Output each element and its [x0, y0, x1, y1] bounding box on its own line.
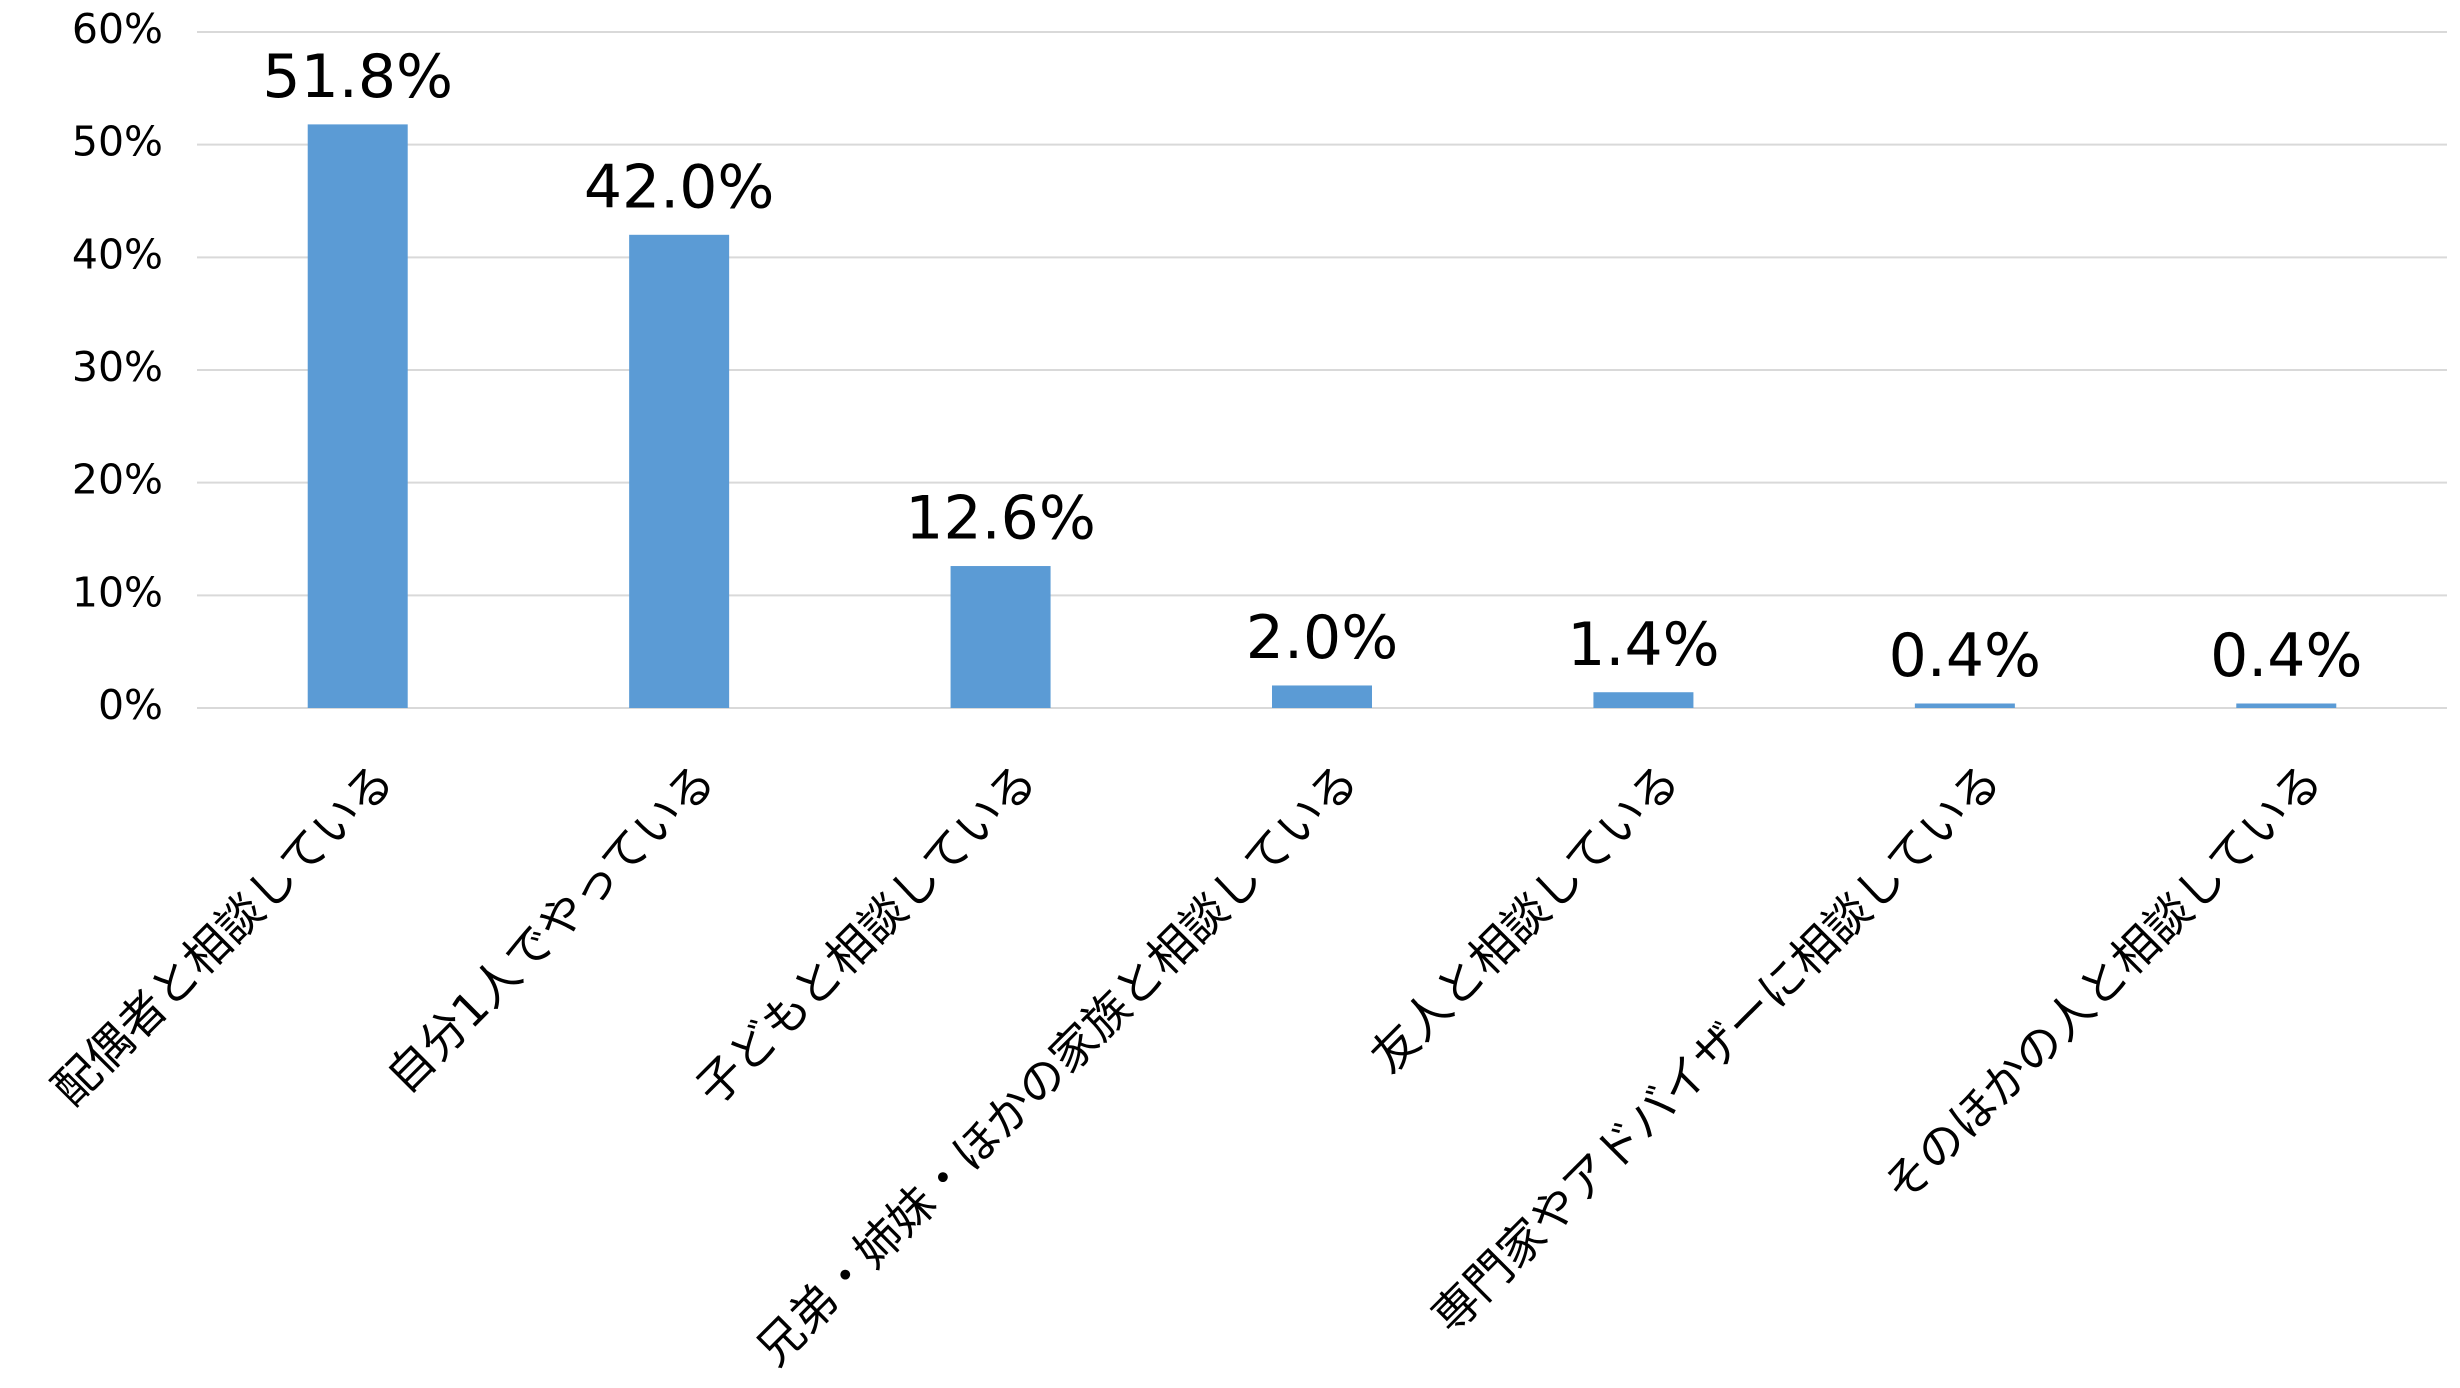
x-tick-label: 配偶者と相談している: [42, 753, 404, 1115]
bar: [1914, 703, 2015, 708]
x-tick-label: 子どもと相談している: [685, 753, 1047, 1115]
x-tick-label: 自分1人でやっている: [376, 753, 726, 1103]
x-tick-label: 兄弟・姉妹・ほかの家族と相談している: [746, 753, 1369, 1376]
data-label: 0.4%: [2210, 621, 2362, 691]
y-tick-label: 20%: [72, 456, 163, 504]
y-tick-label: 60%: [72, 5, 163, 53]
data-label: 42.0%: [584, 152, 775, 222]
x-tick-label: 友人と相談している: [1360, 753, 1690, 1083]
data-label: 0.4%: [1889, 621, 2041, 691]
y-tick-label: 10%: [72, 568, 163, 616]
bar: [307, 124, 408, 709]
data-label: 51.8%: [262, 42, 453, 112]
data-label: 1.4%: [1567, 610, 1719, 680]
data-label: 2.0%: [1246, 603, 1398, 673]
bar: [1272, 685, 1372, 708]
y-tick-label: 50%: [72, 118, 163, 166]
bar: [629, 234, 730, 709]
y-tick-label: 40%: [72, 230, 163, 278]
bar: [1593, 692, 1694, 708]
bar: [950, 566, 1051, 708]
y-tick-label: 30%: [72, 343, 163, 391]
data-label: 12.6%: [905, 484, 1096, 554]
x-tick-label: 専門家やアドバイザーに相談している: [1421, 753, 2011, 1343]
bar: [2236, 703, 2337, 708]
y-tick-label: 0%: [98, 681, 163, 729]
